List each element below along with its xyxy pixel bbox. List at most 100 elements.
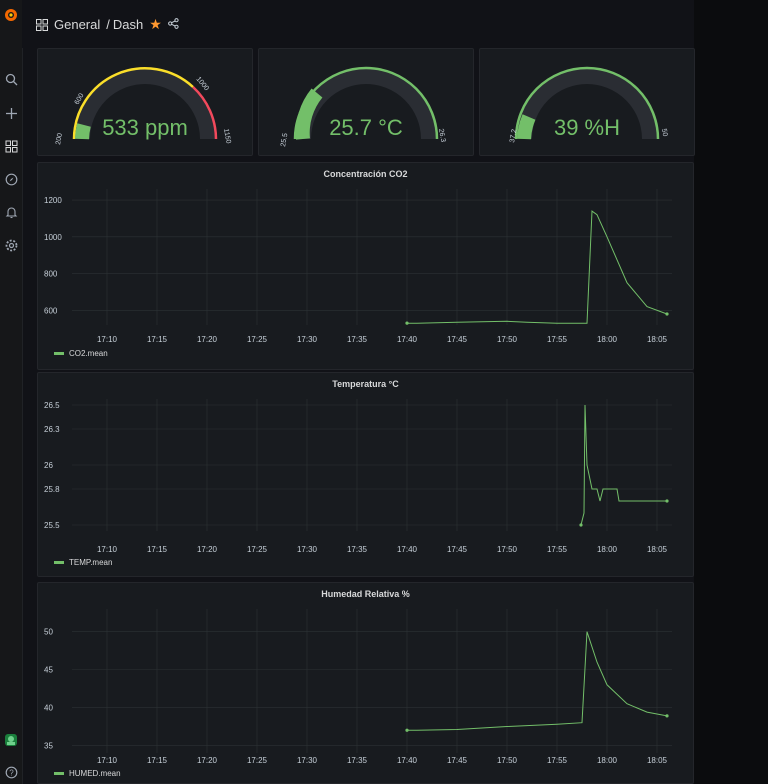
y-tick-label: 35 [44, 741, 53, 750]
y-tick-label: 1000 [44, 233, 62, 242]
gauge-co2-value: 533 ppm [102, 115, 188, 140]
x-tick-label: 17:45 [447, 545, 468, 554]
x-tick-label: 17:55 [547, 335, 568, 344]
x-tick-label: 17:15 [147, 335, 168, 344]
gauge-temp-tick-min: 25.5 [280, 133, 289, 148]
y-tick-label: 25.5 [44, 521, 60, 530]
x-tick-label: 17:40 [397, 756, 418, 765]
x-tick-label: 18:05 [647, 335, 668, 344]
legend-co2[interactable]: CO2.mean [54, 349, 108, 358]
gauge-panel-co2[interactable]: 200 600 1000 1150 533 ppm [37, 48, 253, 156]
dashboard-header: General / Dash ★ [22, 0, 694, 48]
series-point [405, 728, 409, 732]
series-line[interactable] [407, 210, 668, 324]
search-icon[interactable] [0, 73, 22, 89]
legend-temp[interactable]: TEMP.mean [54, 558, 112, 567]
gauge-panel-temp[interactable]: 25.5 26.3 25.7 °C [258, 48, 474, 156]
user-avatar-icon[interactable] [0, 733, 22, 750]
x-tick-label: 18:05 [647, 756, 668, 765]
x-tick-label: 17:40 [397, 545, 418, 554]
x-tick-label: 18:00 [597, 756, 618, 765]
series-line[interactable] [580, 404, 667, 526]
series-line[interactable] [407, 631, 668, 731]
gauge-panel-humidity[interactable]: 37.2 50 39 %H [479, 48, 695, 156]
legend-co2-swatch [54, 352, 64, 355]
x-tick-label: 17:50 [497, 335, 518, 344]
gauge-temp-value: 25.7 °C [329, 115, 403, 140]
x-tick-label: 18:05 [647, 545, 668, 554]
x-tick-label: 17:20 [197, 756, 218, 765]
breadcrumb-folder[interactable]: General [54, 17, 101, 32]
legend-temp-swatch [54, 561, 64, 564]
x-tick-label: 17:15 [147, 756, 168, 765]
series-point [665, 312, 669, 316]
gauge-co2-tick-min: 200 [55, 133, 64, 146]
gauge-humidity-svg: 37.2 50 [509, 66, 668, 144]
x-tick-label: 17:20 [197, 545, 218, 554]
x-tick-label: 17:10 [97, 545, 118, 554]
x-tick-label: 17:35 [347, 756, 368, 765]
panel-co2[interactable]: Concentración CO2 17:10 17:15 17:20 17:25 17… [37, 162, 694, 370]
x-tick-label: 17:40 [397, 335, 418, 344]
x-tick-label: 18:00 [597, 335, 618, 344]
settings-gear-icon[interactable] [0, 239, 22, 255]
sidebar: ? [0, 0, 23, 784]
share-icon[interactable] [167, 17, 179, 32]
breadcrumb: General / Dash ★ [36, 16, 179, 33]
y-tick-label: 800 [44, 270, 58, 279]
explore-compass-icon[interactable] [0, 173, 22, 189]
y-tick-label: 50 [44, 628, 53, 637]
panel-co2-title: Concentración CO2 [323, 169, 408, 179]
x-tick-label: 18:00 [597, 545, 618, 554]
panel-temp-title: Temperatura °C [332, 379, 399, 389]
chart-humidity-svg: 17:10 17:15 17:20 17:25 17:30 17:35 17:40 17:45… [44, 609, 672, 765]
gauge-humidity-tick-min: 37.2 [509, 129, 518, 144]
svg-text:?: ? [9, 768, 14, 777]
legend-co2-label: CO2.mean [69, 349, 108, 358]
x-tick-label: 17:25 [247, 545, 268, 554]
x-tick-label: 17:35 [347, 545, 368, 554]
y-tick-label: 26 [44, 461, 53, 470]
x-tick-label: 17:10 [97, 335, 118, 344]
y-tick-label: 1200 [44, 196, 62, 205]
grafana-logo-icon[interactable] [0, 8, 22, 25]
gauge-temp-tick-max: 26.3 [437, 128, 446, 143]
x-tick-label: 17:35 [347, 335, 368, 344]
panel-humidity-title: Humedad Relativa % [321, 589, 410, 599]
star-favorite-icon[interactable]: ★ [149, 16, 162, 32]
series-point [405, 321, 409, 325]
dashboards-grid-icon[interactable] [0, 140, 22, 156]
x-tick-label: 17:30 [297, 545, 318, 554]
x-tick-label: 17:30 [297, 335, 318, 344]
create-plus-icon[interactable] [0, 107, 22, 123]
breadcrumb-dashboard[interactable]: Dash [112, 17, 144, 32]
x-tick-label: 17:20 [197, 335, 218, 344]
chart-temp-svg: 17:10 17:15 17:20 17:25 17:30 17:35 17:40 17:45… [44, 399, 672, 554]
y-tick-label: 26.5 [44, 401, 60, 410]
dashboard-grid-icon [36, 18, 48, 31]
y-tick-label: 40 [44, 704, 53, 713]
legend-temp-label: TEMP.mean [69, 558, 113, 567]
x-tick-label: 17:55 [547, 545, 568, 554]
panel-humidity[interactable]: Humedad Relativa % 17:10 17:15 17:20 17:25 1… [37, 582, 694, 784]
x-tick-label: 17:15 [147, 545, 168, 554]
gauge-temp-svg: 25.5 26.3 [280, 66, 446, 148]
breadcrumb-separator: / [106, 17, 110, 32]
series-point [579, 523, 583, 527]
y-tick-label: 26.3 [44, 425, 60, 434]
y-tick-label: 45 [44, 666, 53, 675]
alerting-bell-icon[interactable] [0, 206, 22, 222]
gauge-humidity-value: 39 %H [553, 115, 621, 140]
x-tick-label: 17:45 [447, 756, 468, 765]
series-point [665, 499, 669, 503]
x-tick-label: 17:50 [497, 756, 518, 765]
gauge-humidity-tick-max: 50 [660, 128, 668, 137]
chart-co2-svg: 17:10 17:15 17:20 17:25 17:30 17:35 17:40 17:45… [44, 189, 672, 344]
help-icon[interactable]: ? [0, 766, 22, 782]
x-tick-label: 17:25 [247, 756, 268, 765]
x-tick-label: 17:45 [447, 335, 468, 344]
x-tick-label: 17:55 [547, 756, 568, 765]
panel-temp[interactable]: Temperatura °C 17:10 17:15 17:20 17:25 17:30… [37, 372, 694, 577]
legend-humidity-label: HUMED.mean [69, 769, 121, 778]
legend-humidity[interactable]: HUMED.mean [54, 769, 121, 778]
